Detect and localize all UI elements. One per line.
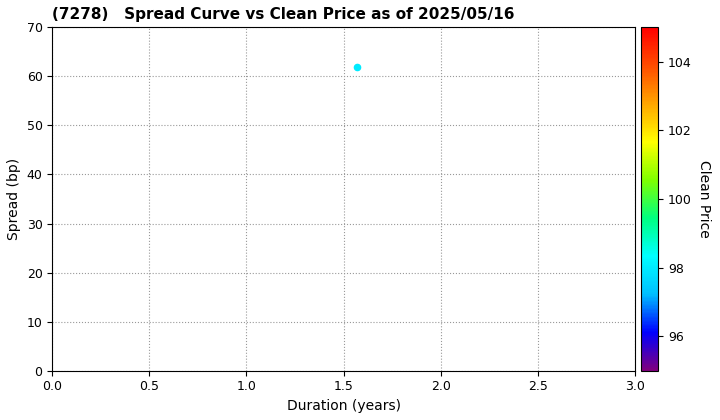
Y-axis label: Spread (bp): Spread (bp) — [7, 158, 21, 240]
Y-axis label: Clean Price: Clean Price — [698, 160, 711, 238]
X-axis label: Duration (years): Duration (years) — [287, 399, 400, 413]
Text: (7278)   Spread Curve vs Clean Price as of 2025/05/16: (7278) Spread Curve vs Clean Price as of… — [53, 7, 515, 22]
Point — [351, 63, 363, 70]
